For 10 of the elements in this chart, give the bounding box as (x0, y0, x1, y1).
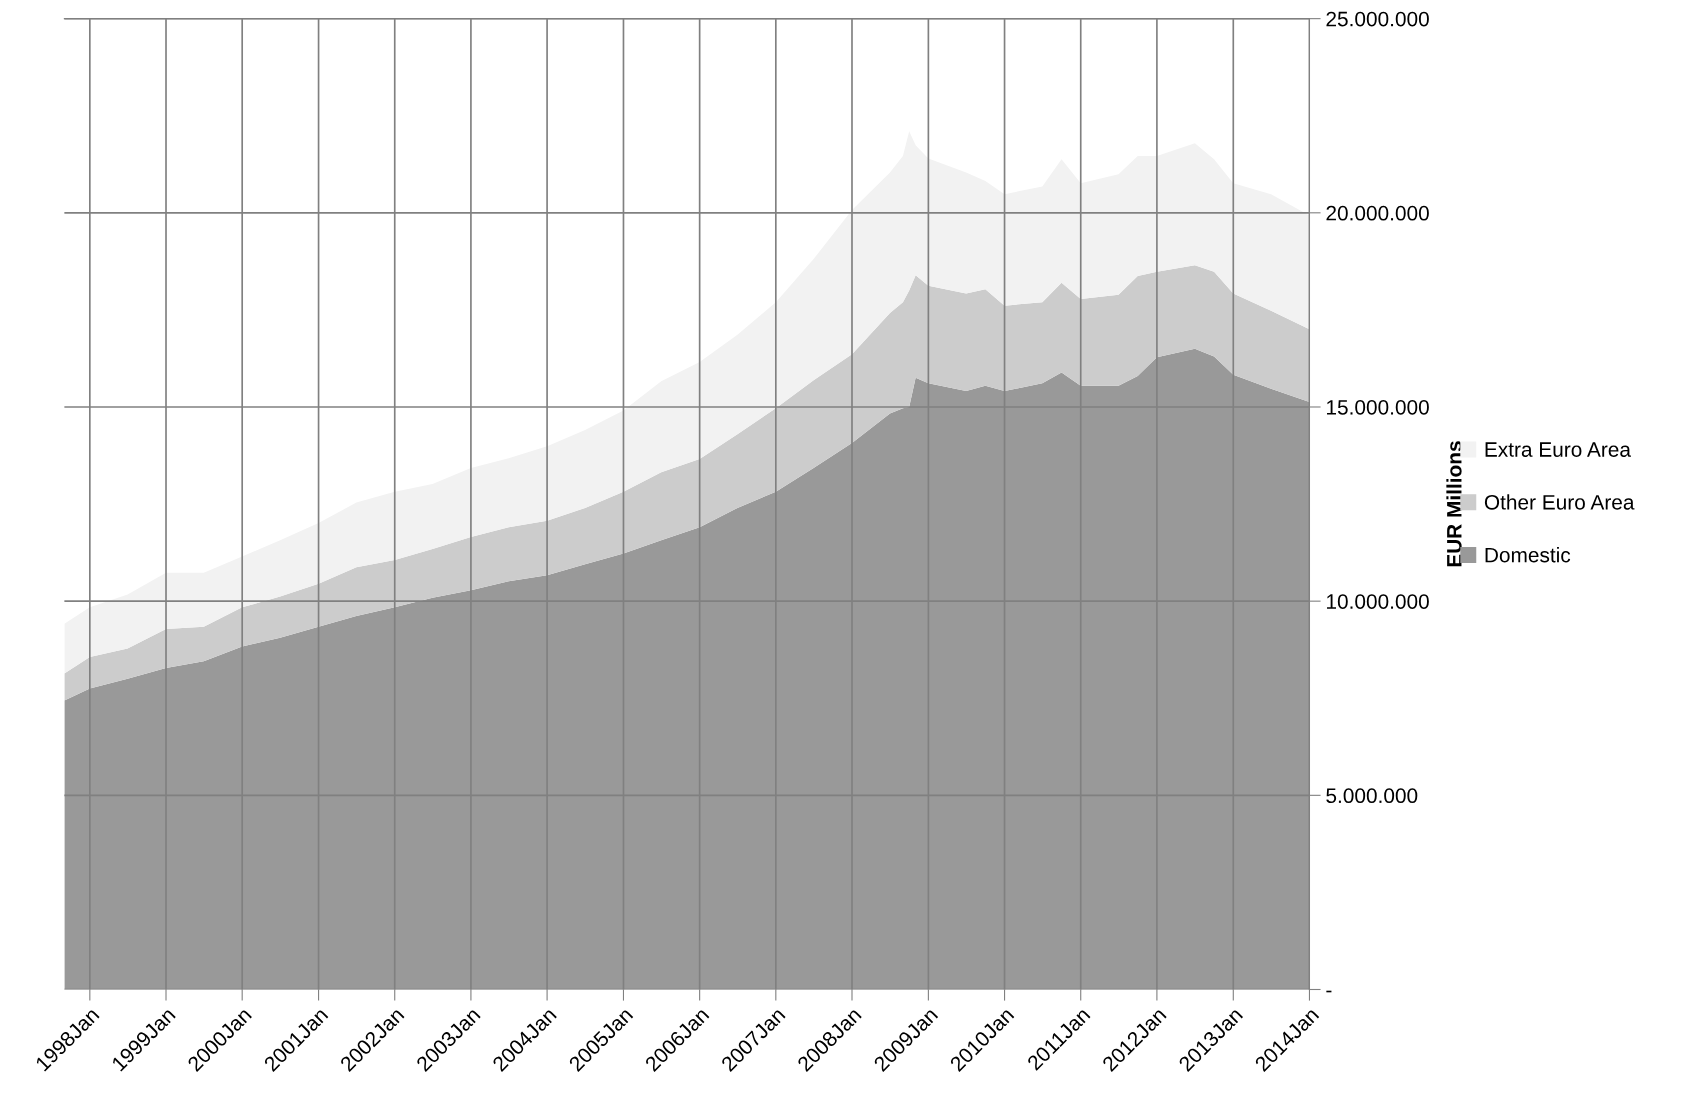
legend-label: Extra Euro Area (1485, 442, 1631, 457)
y-tick-label: 15.000.000 (1327, 399, 1429, 415)
y-tick-label: - (1326, 990, 1332, 993)
legend-label: Domestic (1485, 547, 1571, 563)
y-tick-label: 20.000.000 (1326, 205, 1429, 221)
y-tick-label: 5.000.000 (1326, 788, 1418, 804)
y-axis-title: EUR Millions (1446, 441, 1462, 567)
y-tick-label: 25.000.000 (1326, 11, 1429, 27)
y-tick-label: 10.000.000 (1327, 594, 1429, 609)
legend-label: Other Euro Area (1484, 494, 1635, 510)
